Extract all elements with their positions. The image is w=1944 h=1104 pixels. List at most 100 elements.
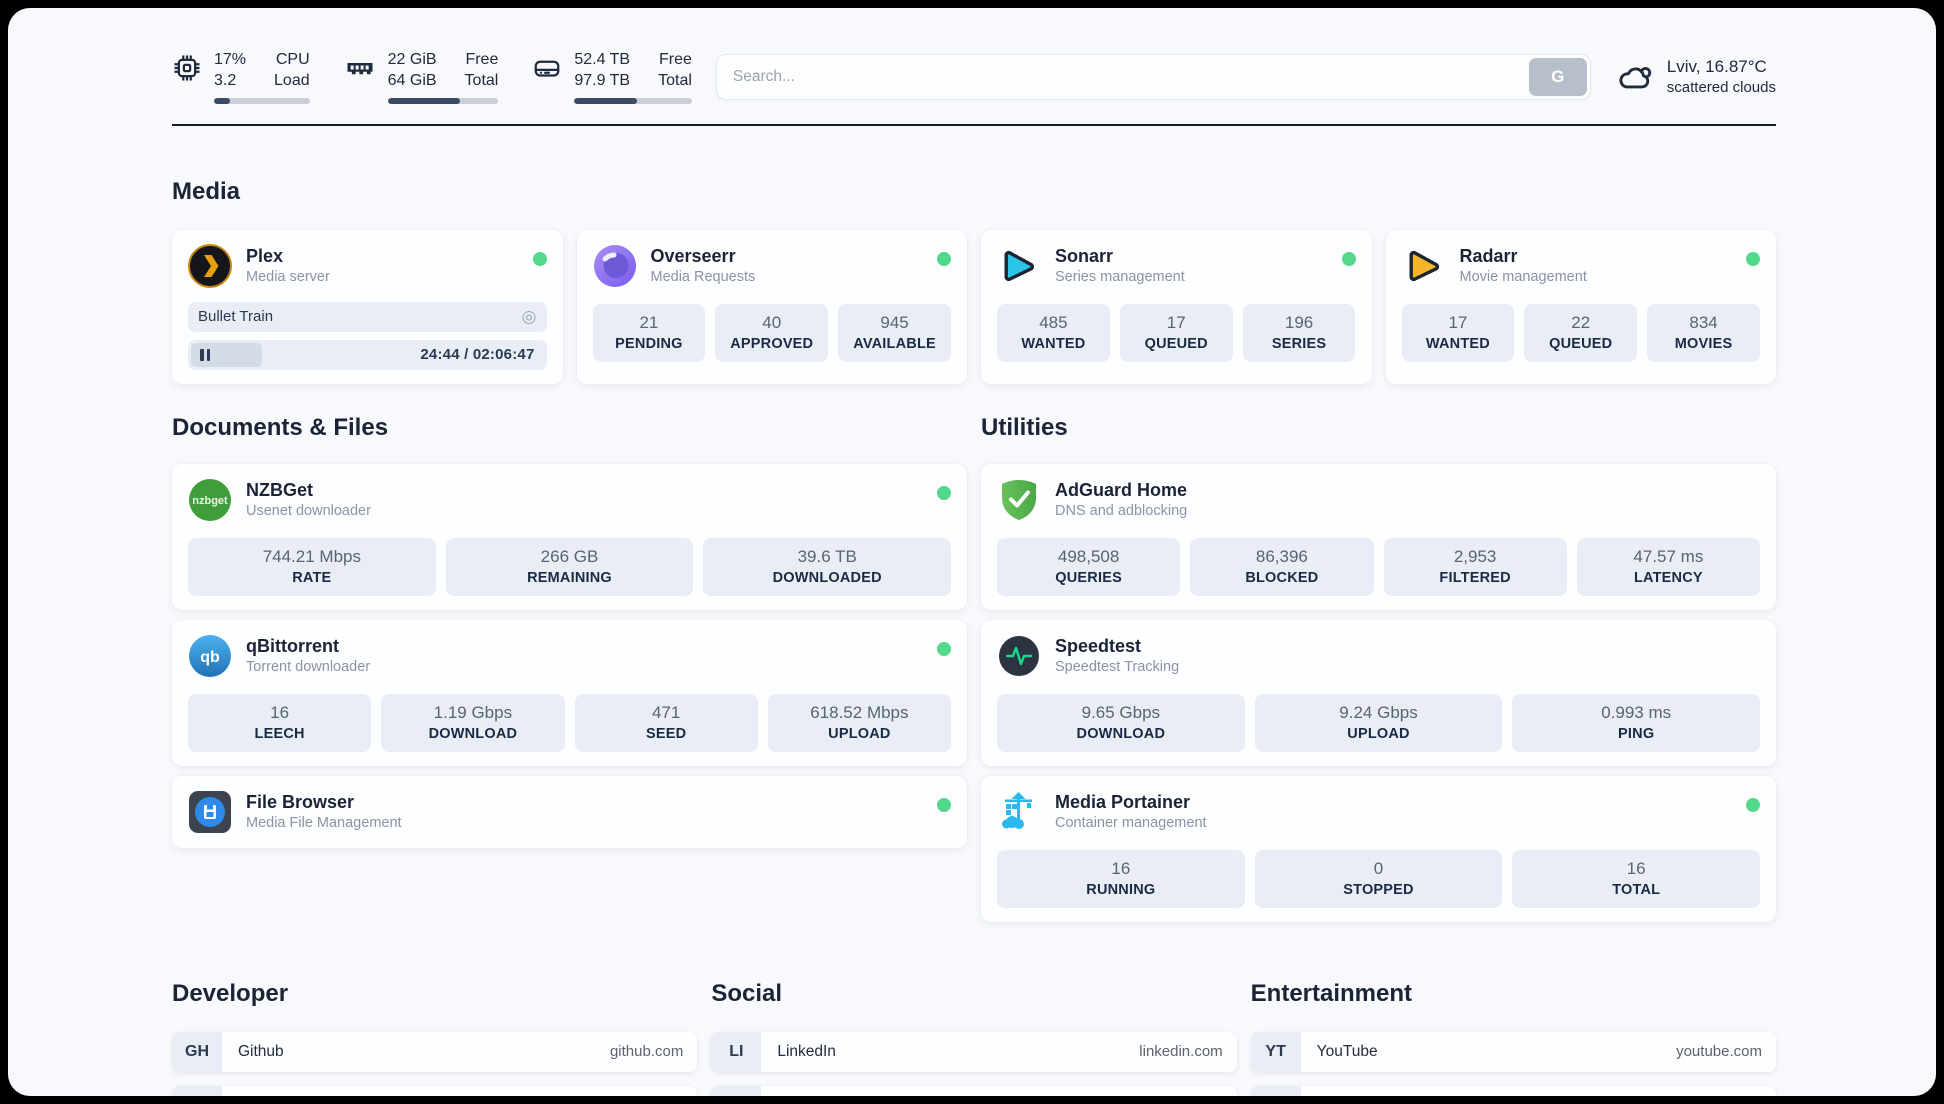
app-card-adguard[interactable]: AdGuard Home DNS and adblocking 498,508 … <box>981 463 1776 610</box>
stat-box: 266 GB REMAINING <box>445 537 694 596</box>
social-section-title: Social <box>711 979 783 1007</box>
stat-value: 1.19 Gbps <box>433 702 513 722</box>
stat-box: 9.24 Gbps UPLOAD <box>1254 693 1503 752</box>
stat-box: 16 TOTAL <box>1512 849 1761 908</box>
disk-total-label: Total <box>658 71 692 89</box>
stat-label: QUEUED <box>1144 335 1208 352</box>
app-description: Media server <box>246 269 330 286</box>
app-name: Overseerr <box>650 245 736 266</box>
app-card-overseerr[interactable]: Overseerr Media Requests 21 PENDING 40 A… <box>576 229 967 384</box>
link-row-linkedin[interactable]: LI LinkedIn linkedin.com <box>711 1031 1237 1072</box>
stat-value: 21 <box>639 312 659 332</box>
status-dot <box>937 485 951 500</box>
app-card-speedtest[interactable]: Speedtest Speedtest Tracking 9.65 Gbps D… <box>981 619 1776 766</box>
section-developer: Developer GH Github github.com SO StackO… <box>172 980 698 1096</box>
app-name: Sonarr <box>1055 245 1114 266</box>
status-dot <box>937 641 951 656</box>
app-name: Media Portainer <box>1055 791 1191 812</box>
svg-text:qb: qb <box>200 649 220 666</box>
link-url: linkedin.com <box>1139 1043 1223 1061</box>
section-media: Media Plex Media server <box>172 178 1776 384</box>
weather-location-temperature: Lviv, 16.87°C <box>1666 57 1767 76</box>
stat-value: 16 <box>270 702 290 722</box>
app-name: File Browser <box>246 791 355 812</box>
app-description: Series management <box>1055 269 1185 286</box>
plex-icon <box>188 243 232 288</box>
link-abbreviation: SO <box>172 1085 222 1096</box>
memory-icon <box>344 53 376 83</box>
link-abbreviation: NF <box>1250 1085 1301 1096</box>
system-stats: 17% 3.2 CPU Load <box>172 50 692 104</box>
link-name: YouTube <box>1316 1042 1378 1060</box>
app-card-sonarr[interactable]: Sonarr Series management 485 WANTED 17 Q… <box>981 229 1372 384</box>
app-card-filebrowser[interactable]: File Browser Media File Management <box>172 775 967 848</box>
section-utilities: Utilities <box>981 414 1776 922</box>
stat-box: 1.19 Gbps DOWNLOAD <box>381 693 565 752</box>
app-card-plex[interactable]: Plex Media server Bullet Train ◎ <box>172 229 563 384</box>
stat-box: 16 LEECH <box>188 693 372 752</box>
stat-value: 196 <box>1284 312 1314 332</box>
app-card-portainer[interactable]: Media Portainer Container management 16 … <box>981 775 1776 922</box>
stat-value: 498,508 <box>1057 546 1120 566</box>
header-divider <box>172 123 1776 126</box>
stat-box: 945 AVAILABLE <box>838 303 951 362</box>
stat-box: 16 RUNNING <box>997 849 1245 908</box>
status-dot <box>1341 251 1356 266</box>
stat-box: 86,396 BLOCKED <box>1190 537 1374 596</box>
load-label: Load <box>274 71 310 89</box>
status-dot <box>937 797 951 812</box>
top-bar: 17% 3.2 CPU Load <box>172 50 1776 104</box>
search-bar: G <box>715 53 1591 100</box>
stat-value: 16 <box>1626 858 1646 878</box>
stat-value: 86,396 <box>1255 546 1308 566</box>
dashboard-page: 17% 3.2 CPU Load <box>8 8 1936 1096</box>
link-row-stackoverflow[interactable]: SO StackOverflow stackoverflow.com <box>172 1085 698 1096</box>
app-description: Container management <box>1055 815 1207 832</box>
stat-label: APPROVED <box>730 335 814 352</box>
disk-free-value: 52.4 TB <box>574 51 631 68</box>
stat-value: 2,953 <box>1453 546 1497 566</box>
section-social: Social LI LinkedIn linkedin.com TW Twitt… <box>711 979 1237 1096</box>
status-dot <box>1746 797 1760 812</box>
app-description: DNS and adblocking <box>1055 503 1188 520</box>
stat-label: AVAILABLE <box>853 335 936 352</box>
link-row-twitter[interactable]: TW Twitter twitter.com <box>711 1085 1237 1096</box>
search-input[interactable] <box>732 67 1590 86</box>
stat-box: 471 SEED <box>574 693 758 752</box>
app-description: Media Requests <box>650 269 756 286</box>
radarr-icon <box>1402 244 1446 288</box>
now-playing-row: Bullet Train ◎ <box>188 301 547 332</box>
stat-label: STOPPED <box>1343 881 1414 898</box>
stat-value: 17 <box>1166 312 1186 332</box>
stat-value: 266 GB <box>540 546 599 566</box>
app-card-nzbget[interactable]: nzbget NZBGet Usenet downloader 74 <box>172 463 967 610</box>
disk-icon <box>532 53 562 83</box>
documents-section-title: Documents & Files <box>172 413 389 441</box>
search-engine-button[interactable]: G <box>1528 57 1587 96</box>
app-name: NZBGet <box>246 479 313 500</box>
playback-progress-fill <box>191 342 262 367</box>
link-row-github[interactable]: GH Github github.com <box>172 1031 698 1072</box>
memory-progress-bar <box>387 97 499 104</box>
link-row-youtube[interactable]: YT YouTube youtube.com <box>1250 1031 1776 1072</box>
svg-text:nzbget: nzbget <box>192 495 228 507</box>
sonarr-icon <box>997 244 1041 288</box>
weather-condition: scattered clouds <box>1666 79 1776 97</box>
pause-icon[interactable] <box>200 348 204 361</box>
stat-box: 196 SERIES <box>1242 303 1356 362</box>
media-type-icon: ◎ <box>521 307 537 327</box>
app-card-radarr[interactable]: Radarr Movie management 17 WANTED 22 QUE… <box>1385 229 1776 384</box>
stat-value: 47.57 ms <box>1633 546 1704 566</box>
link-row-netflix[interactable]: NF Netflix netflix.com <box>1250 1085 1776 1096</box>
stat-label: RATE <box>292 569 332 586</box>
stat-label: WANTED <box>1021 335 1086 352</box>
app-card-qbittorrent[interactable]: qb qBittorrent Torrent downloader <box>172 619 967 766</box>
stat-value: 0 <box>1373 858 1384 878</box>
cpu-usage-value: 17% <box>214 51 247 68</box>
stat-value: 39.6 TB <box>797 546 857 566</box>
link-abbreviation: GH <box>172 1031 222 1072</box>
stat-value: 9.65 Gbps <box>1081 702 1161 722</box>
memory-stat: 22 GiB 64 GiB Free Total <box>344 50 499 104</box>
app-name: Radarr <box>1459 245 1518 266</box>
